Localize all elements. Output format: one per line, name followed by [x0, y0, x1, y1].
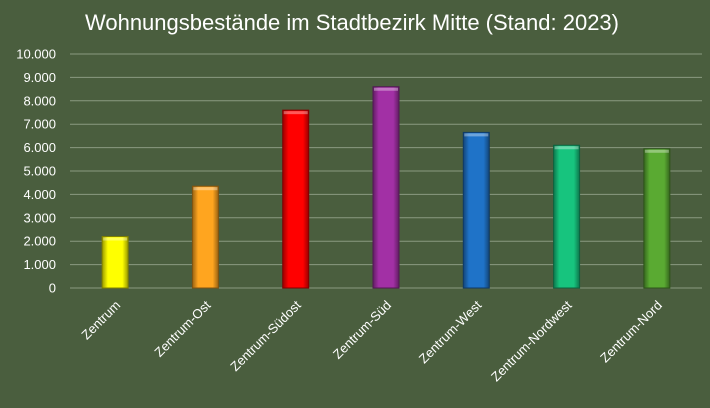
bar-highlight — [644, 149, 669, 153]
x-category-label: Zentrum — [78, 298, 123, 343]
bar-highlight — [193, 187, 218, 191]
bar-highlight — [283, 111, 308, 115]
y-tick-label: 10.000 — [16, 47, 56, 62]
bar-zentrum-süd — [372, 86, 400, 289]
y-tick-label: 8.000 — [23, 93, 56, 108]
bar-highlight — [374, 87, 398, 91]
bar-zentrum-ost — [191, 185, 219, 289]
x-category-label: Zentrum-Nord — [597, 298, 665, 366]
y-tick-label: 5.000 — [23, 164, 56, 179]
y-tick-label: 9.000 — [23, 70, 56, 85]
bar-zentrum-nord — [643, 148, 671, 289]
bars — [101, 86, 671, 289]
y-tick-label: 4.000 — [23, 187, 56, 202]
x-category-label: Zentrum-West — [416, 297, 485, 366]
bar-zentrum-west — [462, 131, 490, 289]
x-category-label: Zentrum-Südost — [227, 297, 304, 374]
bar-highlight — [103, 237, 128, 241]
chart-title: Wohnungsbestände im Stadtbezirk Mitte (S… — [85, 10, 619, 35]
y-tick-label: 6.000 — [23, 140, 56, 155]
x-category-label: Zentrum-Nordwest — [488, 297, 575, 384]
y-tick-label: 3.000 — [23, 210, 56, 225]
y-tick-label: 1.000 — [23, 257, 56, 272]
bar-highlight — [464, 133, 489, 137]
bar-zentrum-nordwest — [553, 144, 581, 289]
x-category-label: Zentrum-Süd — [330, 298, 394, 362]
x-category-label: Zentrum-Ost — [151, 297, 213, 359]
y-tick-label: 2.000 — [23, 234, 56, 249]
bar-zentrum-südost — [282, 109, 310, 289]
bar-zentrum — [101, 236, 129, 289]
y-tick-label: 7.000 — [23, 117, 56, 132]
x-axis-labels: Zentrum Zentrum-Ost Zentrum-Südost Zentrum-… — [78, 297, 665, 384]
bar-highlight — [554, 146, 579, 150]
y-axis-ticks: 0 1.000 2.000 3.000 4.000 5.000 6.000 7.000 8.00… — [16, 47, 56, 296]
y-tick-label: 0 — [49, 281, 56, 296]
